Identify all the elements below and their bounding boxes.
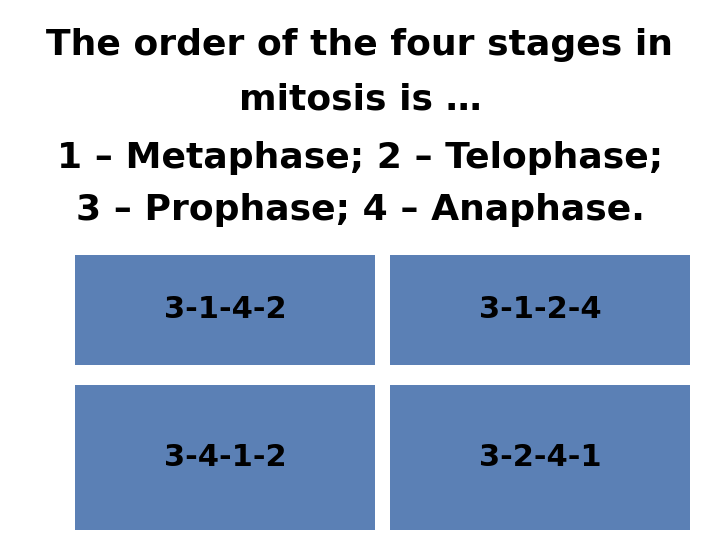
Text: The order of the four stages in: The order of the four stages in bbox=[47, 28, 673, 62]
Text: 3-2-4-1: 3-2-4-1 bbox=[479, 443, 601, 472]
Text: 1 – Metaphase; 2 – Telophase;: 1 – Metaphase; 2 – Telophase; bbox=[57, 141, 663, 175]
Text: 3-4-1-2: 3-4-1-2 bbox=[163, 443, 287, 472]
Text: 3-1-4-2: 3-1-4-2 bbox=[163, 295, 287, 325]
Text: 3-1-2-4: 3-1-2-4 bbox=[479, 295, 601, 325]
Bar bbox=[75, 385, 375, 530]
Bar bbox=[390, 255, 690, 365]
Text: 3 – Prophase; 4 – Anaphase.: 3 – Prophase; 4 – Anaphase. bbox=[76, 193, 644, 227]
Text: mitosis is …: mitosis is … bbox=[238, 83, 482, 117]
Bar bbox=[390, 385, 690, 530]
Bar bbox=[75, 255, 375, 365]
